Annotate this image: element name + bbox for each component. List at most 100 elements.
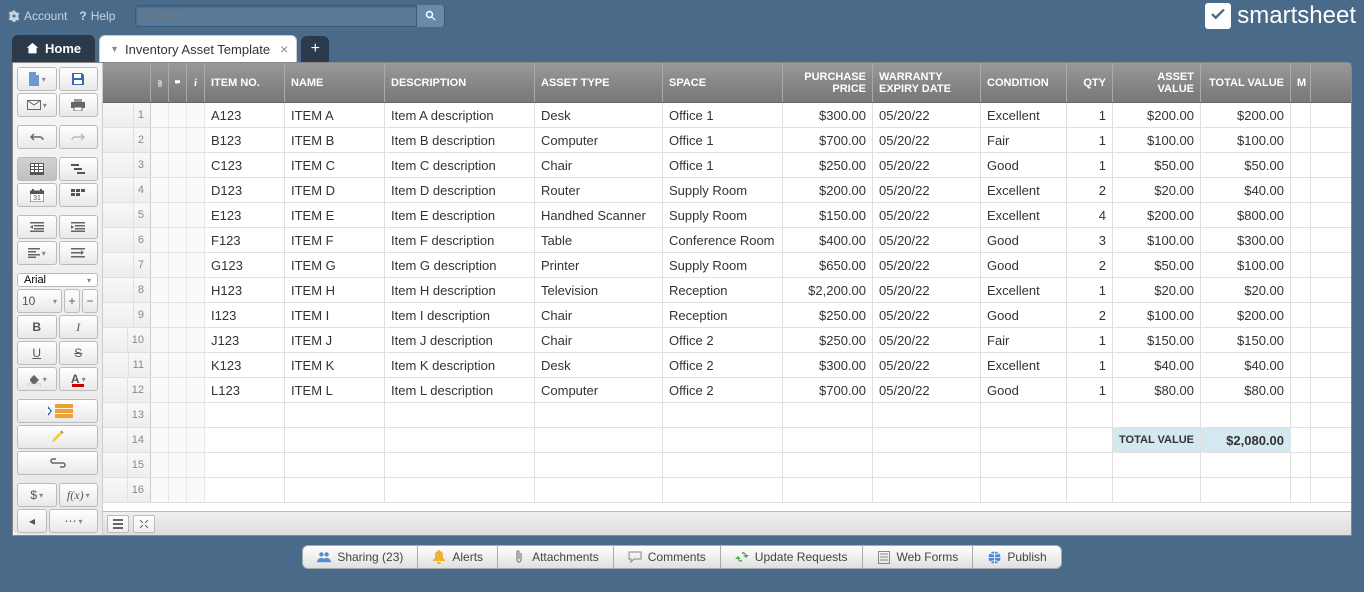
- cell-price[interactable]: $700.00: [783, 128, 873, 152]
- cell-name[interactable]: ITEM A: [285, 103, 385, 127]
- cell-desc[interactable]: Item G description: [385, 253, 535, 277]
- cell-aval[interactable]: $50.00: [1113, 253, 1201, 277]
- cell-type[interactable]: Computer: [535, 128, 663, 152]
- cell-desc[interactable]: Item B description: [385, 128, 535, 152]
- cell-cond[interactable]: Good: [981, 153, 1067, 177]
- fontsize-down-button[interactable]: −: [82, 289, 98, 313]
- cell-qty[interactable]: 3: [1067, 228, 1113, 252]
- cell-type[interactable]: Chair: [535, 153, 663, 177]
- cell-price[interactable]: $200.00: [783, 178, 873, 202]
- row-info[interactable]: [187, 303, 205, 327]
- row-comment[interactable]: [169, 253, 187, 277]
- gantt-view-button[interactable]: [59, 157, 99, 181]
- cell-tval[interactable]: $80.00: [1201, 378, 1291, 402]
- cell-space[interactable]: Office 1: [663, 153, 783, 177]
- conditional-format-button[interactable]: [17, 399, 98, 423]
- comments-button[interactable]: Comments: [613, 545, 720, 569]
- expand-all-button[interactable]: [133, 515, 155, 533]
- text-color-button[interactable]: A▾: [59, 367, 99, 391]
- cell-itemno[interactable]: F123: [205, 228, 285, 252]
- cell-space[interactable]: Office 1: [663, 103, 783, 127]
- cell-desc[interactable]: Item F description: [385, 228, 535, 252]
- cell-desc[interactable]: Item I description: [385, 303, 535, 327]
- more-button[interactable]: ⋯▾: [49, 509, 98, 533]
- cell-tval[interactable]: $200.00: [1201, 303, 1291, 327]
- row-number[interactable]: 7: [103, 253, 151, 277]
- cell-price[interactable]: $250.00: [783, 153, 873, 177]
- cell-m[interactable]: [1291, 353, 1311, 377]
- cell-desc[interactable]: Item E description: [385, 203, 535, 227]
- col-cond[interactable]: CONDITION: [981, 63, 1067, 102]
- help-link[interactable]: ? Help: [79, 9, 115, 23]
- cell-cond[interactable]: Excellent: [981, 203, 1067, 227]
- cell-name[interactable]: ITEM F: [285, 228, 385, 252]
- cell-tval[interactable]: $300.00: [1201, 228, 1291, 252]
- cell-name[interactable]: ITEM E: [285, 203, 385, 227]
- new-button[interactable]: ▾: [17, 67, 57, 91]
- row-number[interactable]: 15: [103, 453, 151, 477]
- cell-aval[interactable]: $20.00: [1113, 278, 1201, 302]
- cell-name[interactable]: ITEM L: [285, 378, 385, 402]
- table-row[interactable]: 5E123ITEM EItem E descriptionHandhed Sca…: [103, 203, 1351, 228]
- cell-name[interactable]: ITEM C: [285, 153, 385, 177]
- row-number[interactable]: 3: [103, 153, 151, 177]
- row-info[interactable]: [187, 378, 205, 402]
- account-link[interactable]: Account: [8, 9, 67, 23]
- cell-tval[interactable]: $50.00: [1201, 153, 1291, 177]
- cell-cond[interactable]: Good: [981, 253, 1067, 277]
- currency-button[interactable]: $▾: [17, 483, 57, 507]
- row-comment[interactable]: [169, 353, 187, 377]
- cell-cond[interactable]: Excellent: [981, 103, 1067, 127]
- col-tval[interactable]: TOTAL VALUE: [1201, 63, 1291, 102]
- sharing-button[interactable]: Sharing (23): [302, 545, 417, 569]
- cell-qty[interactable]: 1: [1067, 278, 1113, 302]
- cell-name[interactable]: ITEM B: [285, 128, 385, 152]
- row-number[interactable]: 2: [103, 128, 151, 152]
- cell-aval[interactable]: $40.00: [1113, 353, 1201, 377]
- cell-tval[interactable]: $40.00: [1201, 178, 1291, 202]
- row-number[interactable]: 5: [103, 203, 151, 227]
- cell-m[interactable]: [1291, 378, 1311, 402]
- cell-itemno[interactable]: K123: [205, 353, 285, 377]
- table-row[interactable]: 4D123ITEM DItem D descriptionRouterSuppl…: [103, 178, 1351, 203]
- search-input[interactable]: [136, 9, 416, 23]
- row-attachment[interactable]: [151, 278, 169, 302]
- cell-qty[interactable]: 1: [1067, 378, 1113, 402]
- collapse-all-button[interactable]: [107, 515, 129, 533]
- cell-type[interactable]: Television: [535, 278, 663, 302]
- table-row[interactable]: 13: [103, 403, 1351, 428]
- row-comment[interactable]: [169, 278, 187, 302]
- col-price[interactable]: PURCHASE PRICE: [783, 63, 873, 102]
- row-attachment[interactable]: [151, 253, 169, 277]
- row-attachment[interactable]: [151, 203, 169, 227]
- row-comment[interactable]: [169, 153, 187, 177]
- row-number[interactable]: 16: [103, 478, 151, 502]
- cell-itemno[interactable]: H123: [205, 278, 285, 302]
- highlight-button[interactable]: [17, 425, 98, 449]
- row-info[interactable]: [187, 228, 205, 252]
- cell-name[interactable]: ITEM G: [285, 253, 385, 277]
- table-row[interactable]: 1A123ITEM AItem A descriptionDeskOffice …: [103, 103, 1351, 128]
- print-button[interactable]: [59, 93, 99, 117]
- row-attachment[interactable]: [151, 178, 169, 202]
- cell-space[interactable]: Reception: [663, 278, 783, 302]
- cell-type[interactable]: Chair: [535, 303, 663, 327]
- cell-aval[interactable]: $100.00: [1113, 303, 1201, 327]
- row-attachment[interactable]: [151, 153, 169, 177]
- table-row[interactable]: 12L123ITEM LItem L descriptionComputerOf…: [103, 378, 1351, 403]
- cell-name[interactable]: ITEM J: [285, 328, 385, 352]
- row-comment[interactable]: [169, 328, 187, 352]
- row-info[interactable]: [187, 353, 205, 377]
- cell-price[interactable]: $300.00: [783, 103, 873, 127]
- row-number[interactable]: 12: [103, 378, 151, 402]
- cell-type[interactable]: Computer: [535, 378, 663, 402]
- table-row[interactable]: 9I123ITEM IItem I descriptionChairRecept…: [103, 303, 1351, 328]
- cell-aval[interactable]: $20.00: [1113, 178, 1201, 202]
- cell-warranty[interactable]: 05/20/22: [873, 278, 981, 302]
- cell-space[interactable]: Supply Room: [663, 178, 783, 202]
- row-info[interactable]: [187, 178, 205, 202]
- wrap-button[interactable]: [59, 241, 99, 265]
- cell-name[interactable]: ITEM I: [285, 303, 385, 327]
- col-warranty[interactable]: WARRANTY EXPIRY DATE: [873, 63, 981, 102]
- row-comment[interactable]: [169, 228, 187, 252]
